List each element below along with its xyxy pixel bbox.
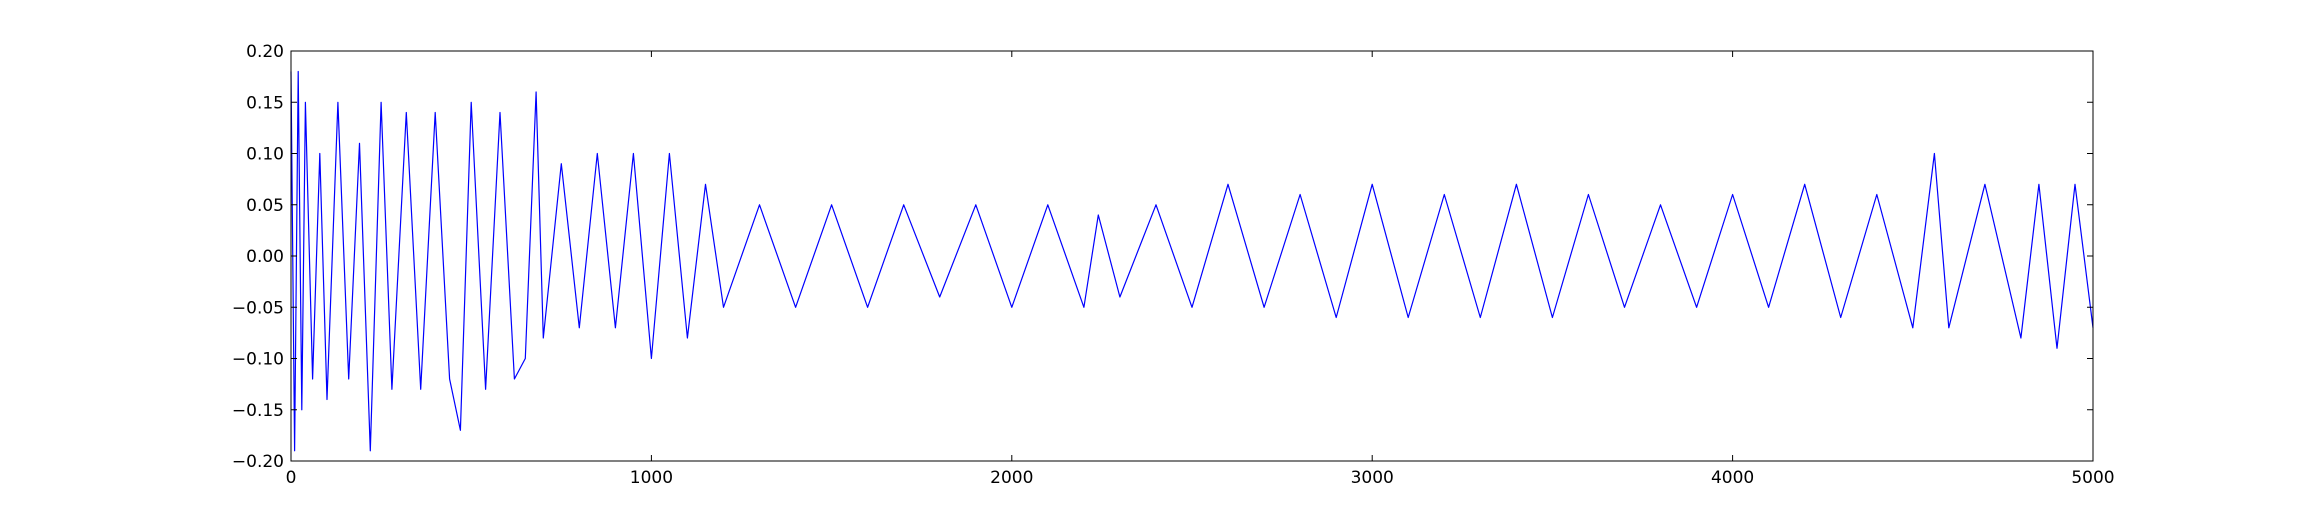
y-tick-label: −0.10 [232, 350, 284, 370]
x-tick-label: 4000 [1711, 468, 1754, 488]
y-tick-label: 0.05 [246, 196, 284, 216]
y-tick-label: −0.15 [232, 401, 284, 421]
y-tick-label: 0.00 [246, 247, 284, 267]
y-tick-label: 0.10 [246, 145, 284, 165]
x-tick-label: 5000 [2071, 468, 2114, 488]
y-tick-label: −0.20 [232, 452, 284, 472]
tick-layer: 0 1000 2000 3000 4000 5000 −0.20 −0.15 −0.10 −0.0… [232, 42, 2115, 488]
y-tick-label: 0.20 [246, 42, 284, 62]
series-line [290, 70, 2094, 452]
series-layer [290, 70, 2094, 452]
y-tick-label: −0.05 [232, 298, 284, 318]
x-tick-label: 1000 [630, 468, 673, 488]
x-tick-label: 2000 [990, 468, 1033, 488]
y-tick-label: 0.15 [246, 93, 284, 113]
x-tick-label: 3000 [1351, 468, 1394, 488]
plot-frame [290, 50, 2094, 462]
x-tick-label: 0 [286, 468, 297, 488]
plot-area [291, 51, 2093, 461]
